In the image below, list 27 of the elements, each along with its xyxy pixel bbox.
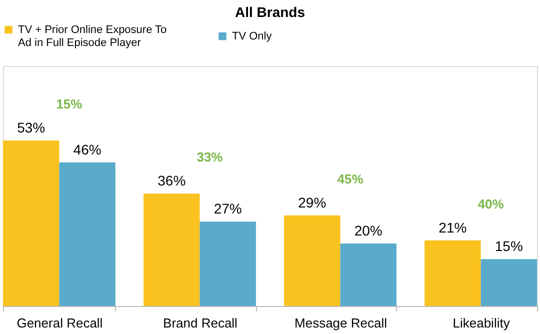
data-label: 27%: [214, 200, 242, 217]
legend-label: TV + Prior Online Exposure To Ad in Full Episode Player: [18, 24, 167, 49]
data-label: 21%: [438, 219, 467, 236]
annotation: 40%: [478, 196, 504, 212]
bar: [284, 215, 340, 306]
bar: [200, 222, 256, 306]
data-label: 29%: [298, 194, 326, 210]
x-tick-label: Message Recall: [294, 316, 388, 330]
bar: [424, 240, 481, 306]
bar: [480, 259, 537, 306]
bar: [340, 244, 396, 306]
bar: [59, 162, 116, 306]
data-label: 46%: [73, 141, 102, 158]
chart-title: All Brands: [234, 4, 306, 20]
bar: [144, 194, 200, 306]
text: 15%: [56, 96, 83, 112]
annotation: 33%: [196, 150, 224, 165]
data-label: 15%: [494, 238, 523, 254]
annotation: 45%: [337, 171, 364, 186]
x-tick-label: Likeability: [452, 316, 510, 330]
x-tick-label: Brand Recall: [163, 316, 238, 330]
data-label: 36%: [158, 172, 186, 189]
data-label: 20%: [354, 222, 382, 239]
bar: [3, 140, 60, 306]
x-tick-label: General Recall: [16, 316, 103, 330]
data-label: 53%: [17, 119, 46, 136]
legend-label: TV Only: [232, 30, 272, 42]
